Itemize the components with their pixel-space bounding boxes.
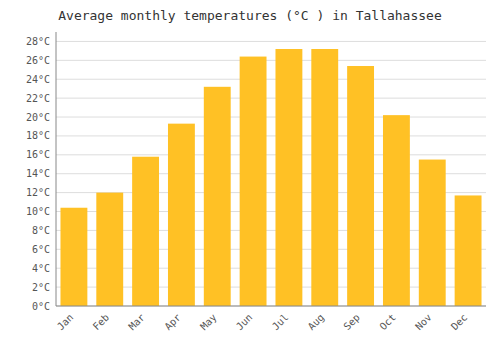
x-axis-line <box>56 306 486 307</box>
y-tick-label: 8°C <box>32 225 50 236</box>
grid <box>56 41 486 306</box>
bar <box>383 115 410 306</box>
chart: Average monthly temperatures (°C ) in Ta… <box>0 0 500 350</box>
x-tick-label: Nov <box>413 312 434 333</box>
y-tick-label: 26°C <box>26 55 50 66</box>
bar <box>311 49 338 306</box>
grid-line <box>56 41 486 42</box>
bars <box>60 49 481 306</box>
y-tick-label: 12°C <box>26 187 50 198</box>
bar <box>96 193 123 306</box>
x-tick-label: Jan <box>55 312 76 333</box>
y-tick-label: 18°C <box>26 130 50 141</box>
bar <box>275 49 302 306</box>
grid-line <box>56 98 486 99</box>
bar <box>132 157 159 306</box>
y-tick-label: 24°C <box>26 74 50 85</box>
y-tick-labels: 0°C 2°C 4°C 6°C 8°C 10°C 12°C 14°C 16°C 18°C 20°C 2… <box>26 36 50 312</box>
title: Average monthly temperatures (°C ) in Ta… <box>58 8 442 23</box>
x-tick-label: Oct <box>377 312 398 333</box>
bar <box>419 160 446 306</box>
y-tick-label: 14°C <box>26 168 50 179</box>
grid-line <box>56 79 486 80</box>
x-tick-label: May <box>198 312 219 333</box>
y-axis-line <box>56 32 57 306</box>
grid-line <box>56 306 486 307</box>
grid-line <box>56 135 486 136</box>
x-tick-label: Dec <box>449 312 470 333</box>
x-tick-label: Aug <box>306 312 327 333</box>
x-tick-label: Mar <box>126 312 147 333</box>
bar <box>168 124 195 306</box>
bar <box>204 87 231 306</box>
y-tick-label: 28°C <box>26 36 50 47</box>
y-tick-label: 6°C <box>32 244 50 255</box>
grid-line <box>56 117 486 118</box>
chart-container: Average monthly temperatures (°C ) in Ta… <box>0 0 500 350</box>
bar <box>60 208 87 306</box>
x-tick-label: Apr <box>162 312 183 333</box>
y-tick-label: 20°C <box>26 112 50 123</box>
x-tick-label: Sep <box>341 312 362 333</box>
bar <box>347 66 374 306</box>
grid-line <box>56 60 486 61</box>
bar <box>455 195 482 306</box>
x-tick-labels: Jan Feb Mar Apr May Jun Jul Aug Sep Oct Nov Dec <box>55 312 470 333</box>
y-tick-label: 22°C <box>26 93 50 104</box>
grid-line <box>56 154 486 155</box>
y-tick-label: 0°C <box>32 301 50 312</box>
y-tick-label: 2°C <box>32 282 50 293</box>
y-tick-label: 10°C <box>26 206 50 217</box>
x-tick-label: Jun <box>234 312 255 333</box>
x-tick-label: Jul <box>270 312 291 333</box>
x-tick-label: Feb <box>91 312 112 333</box>
y-tick-label: 16°C <box>26 149 50 160</box>
y-tick-label: 4°C <box>32 263 50 274</box>
bar <box>240 57 267 306</box>
